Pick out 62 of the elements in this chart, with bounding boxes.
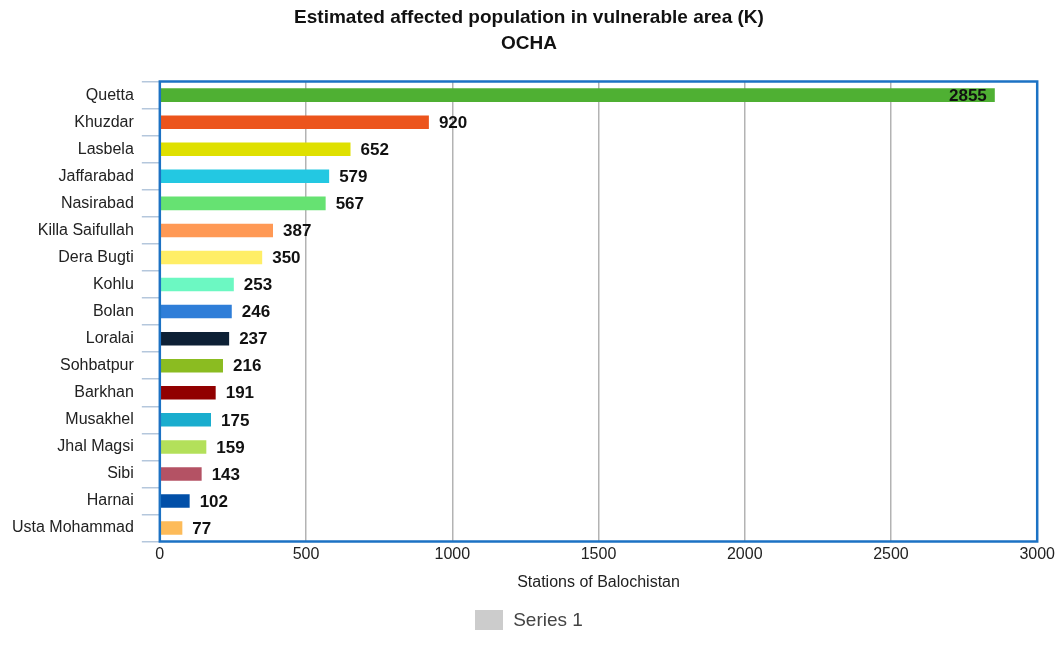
- y-tick-label: Sibi: [107, 464, 134, 482]
- bar: [160, 521, 183, 535]
- text: Series 1: [513, 609, 583, 631]
- x-tick-label: 3000: [1019, 544, 1056, 562]
- y-tick-label: Killa Saifullah: [37, 220, 134, 238]
- data-label: 191: [225, 383, 255, 403]
- x-tick-label: 0: [155, 544, 165, 562]
- bar: [160, 331, 230, 346]
- bar: [160, 115, 429, 129]
- y-tick-label: Nasirabad: [60, 193, 134, 211]
- y-tick-label: Dera Bugti: [58, 247, 134, 265]
- chart-subtitle: OCHA: [501, 32, 558, 54]
- data-label: 253: [243, 275, 273, 295]
- data-label: 77: [192, 518, 212, 538]
- bar: [160, 467, 202, 481]
- bar: [160, 142, 351, 157]
- bar: [160, 413, 211, 427]
- data-label: 143: [211, 464, 241, 484]
- y-tick-label: Usta Mohammad: [11, 518, 134, 536]
- data-label: 350: [272, 248, 301, 268]
- data-label: 567: [335, 194, 365, 214]
- data-label: 102: [199, 491, 229, 511]
- x-tick-label: 2000: [726, 544, 763, 562]
- x-tick-label: 2500: [873, 544, 909, 562]
- data-label: 920: [438, 112, 468, 132]
- y-tick-label: Quetta: [85, 85, 134, 103]
- y-tick-label: Lasbela: [77, 139, 134, 157]
- bar: [160, 386, 216, 400]
- bar: [160, 250, 263, 265]
- y-tick-label: Jaffarabad: [58, 166, 134, 184]
- data-label: 387: [283, 221, 312, 241]
- x-tick-label: 1000: [434, 544, 471, 562]
- data-label: 579: [339, 166, 368, 186]
- x-tick-label: 500: [292, 544, 320, 562]
- y-tick-label: Khuzdar: [74, 112, 135, 130]
- y-tick-label: Loralai: [85, 329, 134, 347]
- data-label: 216: [232, 356, 262, 376]
- data-label: 2855: [948, 85, 987, 105]
- bar: [160, 196, 326, 211]
- bar: [160, 358, 223, 373]
- bar: [160, 223, 273, 238]
- bar: [160, 440, 207, 454]
- bar: [160, 304, 232, 319]
- bar: [160, 494, 190, 508]
- y-tick-label: Bolan: [92, 302, 134, 320]
- bar: [160, 169, 330, 184]
- y-tick-label: Barkhan: [74, 383, 134, 401]
- bar: [160, 277, 234, 292]
- y-tick-label: Kohlu: [92, 274, 134, 292]
- y-tick-label: Jhal Magsi: [57, 437, 134, 455]
- data-label: 246: [241, 302, 271, 322]
- data-label: 652: [360, 139, 389, 159]
- x-tick-label: 1500: [580, 544, 617, 562]
- chart-title: Estimated affected population in vulnerable area (K): [294, 5, 764, 27]
- bar: [160, 88, 995, 102]
- y-tick-label: Musakhel: [65, 410, 134, 428]
- data-label: 159: [216, 437, 245, 457]
- y-tick-label: Sohbatpur: [59, 356, 135, 374]
- data-label: 237: [239, 329, 268, 349]
- x-axis-title: Stations of Balochistan: [517, 572, 680, 590]
- data-label: 175: [221, 410, 250, 430]
- y-tick-label: Harnai: [86, 491, 134, 509]
